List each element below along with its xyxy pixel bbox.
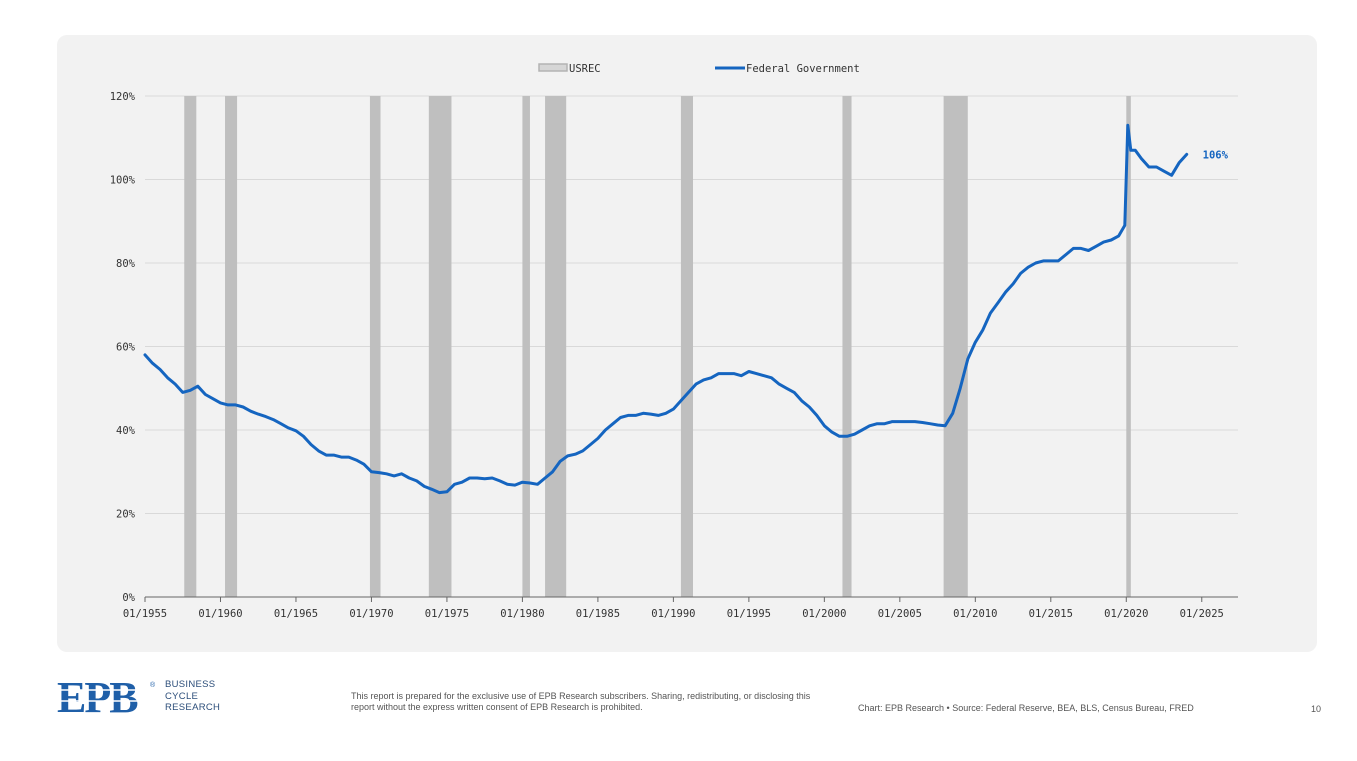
recession-band [369,96,381,597]
footer: EPB ® BUSINESS CYCLE RESEARCH This repor… [0,660,1357,740]
axes: 0% 20% 40% 60% 80% 100% 120% 01/1955 01/1960 01/1… [110,91,1238,620]
tagline-line: RESEARCH [165,702,221,713]
registered-mark: ® [150,681,156,689]
x-tick-label: 01/1965 [274,608,318,620]
y-tick-label: 20% [116,509,136,521]
x-tick-label: 01/1970 [349,608,393,620]
x-tick-label: 01/1980 [500,608,544,620]
x-tick-label: 01/2000 [802,608,846,620]
legend: USREC Federal Government [538,63,860,75]
tagline-line: BUSINESS [165,679,216,690]
x-tick-label: 01/2015 [1029,608,1073,620]
source-credit: Chart: EPB Research • Source: Federal Re… [858,703,1194,713]
epb-logo: EPB ® [57,679,156,717]
legend-swatch-usrec [538,63,568,72]
recession-band [545,96,567,597]
series-line-federal-government [143,123,1189,495]
page-number: 10 [1311,704,1322,714]
x-tick-label: 01/2025 [1180,608,1224,620]
y-tick-label: 40% [116,425,136,437]
recession-band [522,96,530,597]
chart-panel: 0% 20% 40% 60% 80% 100% 120% 01/1955 01/1960 01/1… [57,35,1317,652]
recession-band [225,96,238,597]
y-tick-label: 120% [110,91,136,103]
tagline-line: CYCLE [165,690,199,702]
x-tick-label: 01/2005 [878,608,922,620]
y-tick-label: 80% [116,258,136,270]
recession-band [680,96,694,597]
x-tick-label: 01/1975 [425,608,469,620]
x-tick-label: 01/1985 [576,608,620,620]
disclaimer: This report is prepared for the exclusiv… [351,691,811,712]
legend-label-usrec: USREC [569,63,601,75]
x-tick-label: 01/1995 [727,608,771,620]
recession-band [428,96,452,597]
logo-tagline: BUSINESS CYCLE RESEARCH [165,679,220,714]
logo-stripes [57,689,155,702]
chart: 0% 20% 40% 60% 80% 100% 120% 01/1955 01/1960 01/1… [110,63,1238,620]
x-tick-label: 01/1955 [123,608,167,620]
recession-band [943,96,968,597]
recession-band [1126,96,1131,597]
series-layer: 106% [143,123,1229,495]
legend-label-federal-government: Federal Government [746,63,860,75]
x-tick-label: 01/1990 [651,608,695,620]
logo-text: EPB [57,679,138,717]
recession-band [184,96,197,597]
x-tick-label: 01/1960 [198,608,242,620]
recession-band [842,96,852,597]
y-tick-label: 100% [110,175,136,187]
end-value-label: 106% [1203,149,1229,161]
y-tick-label: 0% [122,592,135,604]
y-tick-label: 60% [116,342,136,354]
x-tick-label: 01/2020 [1104,608,1148,620]
x-tick-label: 01/2010 [953,608,997,620]
